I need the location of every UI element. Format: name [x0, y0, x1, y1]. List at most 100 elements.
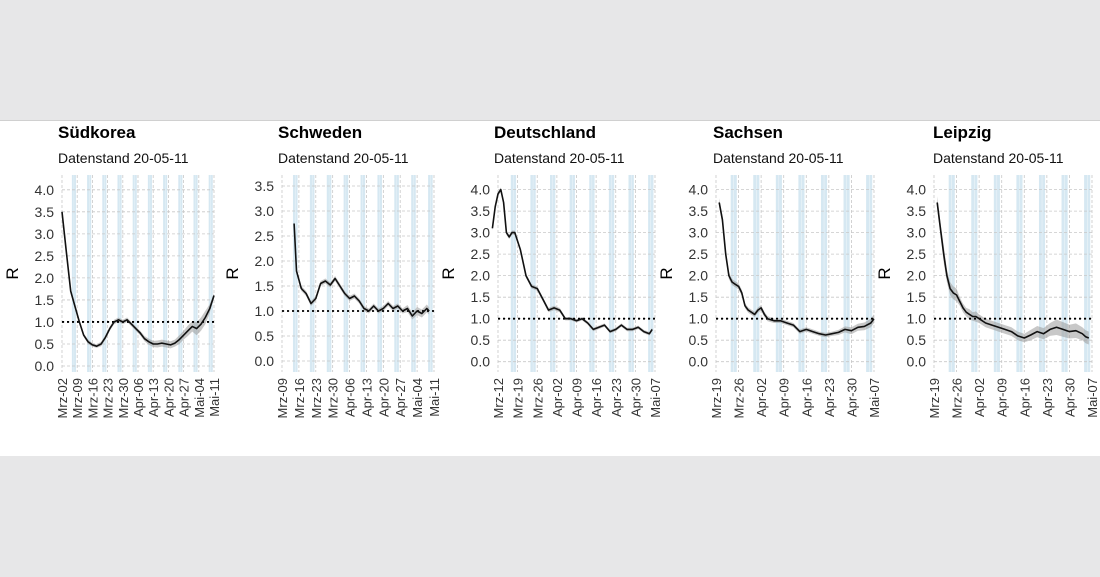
y-tick-label: 0.5 — [35, 336, 55, 352]
y-tick-label: 2.0 — [907, 268, 927, 284]
x-tick-label: Apr-16 — [1017, 378, 1032, 417]
y-tick-label: 4.0 — [35, 182, 55, 198]
panel-3: 0.0 0.5 1.0 1.5 2.0 2.5 3.0 3.5 4.0 Mrz-12 Mrz-19 M… — [439, 123, 663, 418]
y-tick-label: 0.5 — [689, 332, 709, 348]
x-tick-label: Mrz-12 — [491, 378, 506, 418]
weekend-band — [971, 175, 975, 372]
y-axis-label: R — [223, 267, 242, 279]
x-tick-label: Mrz-09 — [275, 378, 290, 418]
weekend-band — [569, 175, 573, 372]
x-tick-label: Apr-06 — [131, 378, 146, 417]
weekend-band — [312, 175, 315, 372]
y-tick-label: 1.5 — [471, 289, 491, 305]
weekend-band — [411, 175, 414, 372]
weekend-band — [997, 175, 1000, 372]
x-tick-label: Apr-27 — [177, 378, 192, 417]
panel-title: Sachsen — [713, 123, 783, 142]
weekend-band — [974, 175, 978, 372]
x-tick-label: Apr-09 — [777, 378, 792, 417]
y-tick-label: 4.0 — [471, 182, 491, 198]
x-tick-label: Mrz-19 — [927, 378, 942, 418]
weekend-band — [150, 175, 153, 372]
y-tick-label: 1.0 — [689, 311, 709, 327]
y-axis-label: R — [875, 267, 894, 279]
y-tick-label: 3.0 — [35, 226, 55, 242]
weekend-band — [195, 175, 198, 372]
weekend-band — [343, 175, 346, 372]
weekend-band — [428, 175, 431, 372]
weekend-band — [824, 175, 828, 372]
y-tick-label: 3.0 — [907, 225, 927, 241]
weekend-band — [843, 175, 847, 372]
weekend-band — [1084, 175, 1088, 372]
panel-4: 0.0 0.5 1.0 1.5 2.0 2.5 3.0 3.5 4.0 Mrz-19 Mrz-26 A… — [657, 123, 882, 418]
x-tick-label: Apr-23 — [822, 378, 837, 417]
weekend-band — [869, 175, 873, 372]
weekend-band — [611, 175, 615, 372]
weekend-band — [71, 175, 74, 372]
y-tick-label: 0.5 — [255, 328, 275, 344]
weekend-band — [533, 175, 536, 372]
y-tick-label: 3.0 — [471, 225, 491, 241]
x-tick-label: Apr-23 — [1040, 378, 1055, 417]
y-tick-label: 4.0 — [907, 182, 927, 198]
weekend-band — [292, 175, 296, 372]
weekend-band — [650, 175, 654, 372]
x-tick-label: Mrz-19 — [709, 378, 724, 418]
y-tick-label: 1.0 — [907, 311, 927, 327]
x-tick-label: Mrz-30 — [116, 378, 131, 418]
x-tick-label: Mrz-09 — [70, 378, 85, 418]
x-tick-label: Apr-13 — [146, 378, 161, 417]
x-tick-label: Mai-07 — [867, 378, 882, 418]
x-tick-label: Apr-02 — [550, 378, 565, 417]
y-tick-label: 2.5 — [471, 246, 491, 262]
weekend-band — [510, 175, 514, 372]
weekend-band — [628, 175, 632, 372]
weekend-band — [360, 175, 363, 372]
y-tick-label: 1.5 — [35, 292, 55, 308]
weekend-band — [147, 175, 150, 372]
weekend-band — [362, 175, 366, 372]
weekend-band — [74, 175, 77, 372]
x-tick-label: Apr-30 — [1062, 378, 1077, 417]
y-tick-label: 1.0 — [255, 303, 275, 319]
weekend-band — [326, 175, 329, 372]
weekend-band — [329, 175, 332, 372]
weekend-band — [1016, 175, 1020, 372]
y-tick-label: 0.5 — [471, 332, 491, 348]
y-tick-label: 2.0 — [255, 253, 275, 269]
weekend-band — [820, 175, 824, 372]
x-tick-label: Apr-30 — [844, 378, 859, 417]
x-tick-label: Mrz-02 — [55, 378, 70, 418]
x-tick-label: Apr-20 — [376, 378, 391, 417]
y-tick-label: 3.0 — [689, 225, 709, 241]
x-tick-label: Apr-09 — [995, 378, 1010, 417]
weekend-band — [132, 175, 135, 372]
y-tick-label: 3.5 — [35, 204, 55, 220]
x-tick-label: Mrz-16 — [85, 378, 100, 418]
y-tick-label: 2.0 — [689, 268, 709, 284]
weekend-band — [631, 175, 634, 372]
r-value-figure: 0.0 0.5 1.0 1.5 2.0 2.5 3.0 3.5 4.0 Mrz-02 Mrz-09 M… — [0, 120, 1100, 456]
weekend-band — [756, 175, 760, 372]
weekend-band — [513, 175, 517, 372]
panel-title: Südkorea — [58, 123, 136, 142]
weekend-band — [753, 175, 757, 372]
x-tick-label: Apr-09 — [570, 378, 585, 417]
panel-title: Schweden — [278, 123, 362, 142]
panel-title: Deutschland — [494, 123, 596, 142]
weekend-band — [572, 175, 575, 372]
r-series-line — [491, 188, 653, 335]
y-tick-label: 3.5 — [255, 178, 275, 194]
y-tick-label: 0.0 — [35, 358, 55, 374]
weekend-band — [193, 175, 196, 372]
panel-subtitle: Datenstand 20-05-11 — [494, 150, 625, 166]
x-tick-label: Mai-11 — [207, 378, 222, 417]
y-tick-label: 1.5 — [255, 278, 275, 294]
weekend-band — [346, 175, 349, 372]
confidence-band — [294, 221, 430, 320]
y-tick-label: 4.0 — [689, 182, 709, 198]
